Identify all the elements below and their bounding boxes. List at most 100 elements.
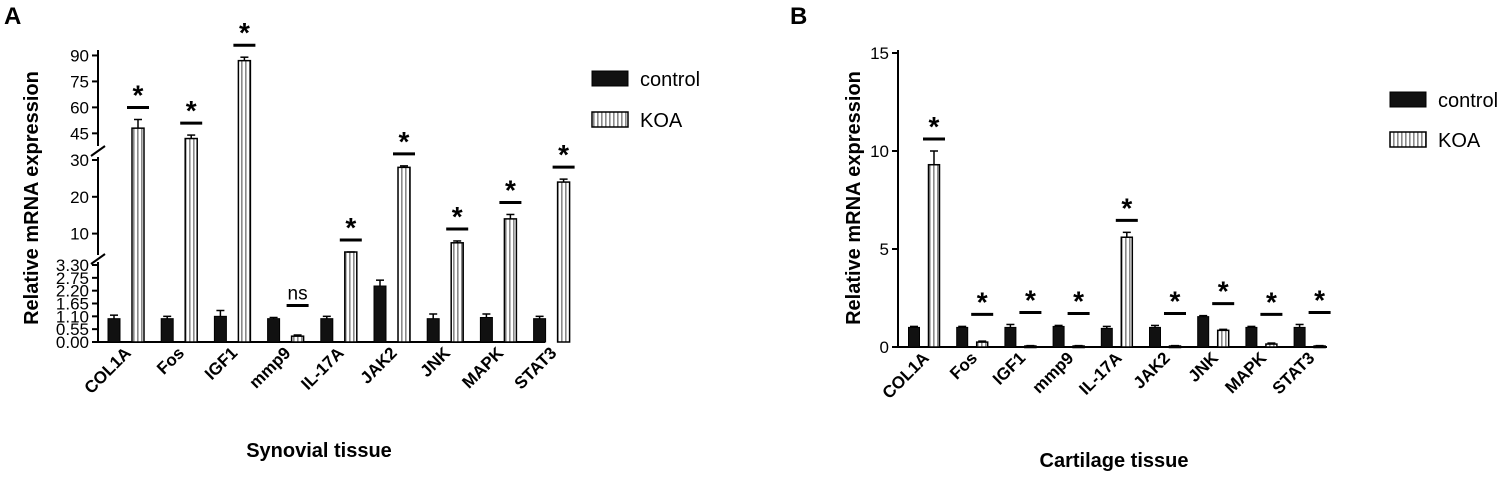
koa-bar [503, 218, 518, 343]
koa-bar [184, 137, 198, 343]
panel-b-legend-koa-label: KOA [1438, 130, 1481, 152]
x-category-label: Fos [946, 348, 981, 383]
panel-b-legend-control-swatch [1389, 91, 1427, 108]
koa-bar [975, 341, 989, 348]
y-axis-break-mark [90, 253, 106, 265]
control-bar [479, 317, 493, 343]
control-bar [426, 318, 440, 343]
x-category-label: JNK [417, 343, 455, 381]
significance-star: * [239, 17, 250, 48]
koa-bar [1216, 329, 1230, 348]
koa-bar [131, 127, 145, 343]
x-category-label: JNK [1185, 348, 1223, 386]
control-bar [373, 285, 387, 343]
panel-a: A Relative mRNA expression Synovial tiss… [4, 3, 700, 462]
x-category-label: JAK2 [357, 343, 401, 387]
control-bar [320, 318, 334, 343]
y-tick-label: 1.65 [56, 295, 89, 314]
significance-star: * [1266, 286, 1277, 317]
x-category-label: IL-17A [297, 343, 347, 393]
y-tick-label: 90 [70, 46, 89, 65]
significance-ns: ns [288, 284, 308, 305]
significance-star: * [186, 95, 197, 126]
y-tick-label: 2.20 [56, 282, 89, 301]
control-bar [160, 318, 174, 343]
control-bar [1052, 325, 1065, 348]
significance-star: * [505, 174, 516, 205]
panel-b-plot: 051015*COL1A*Fos*IGF1*mmp9*IL-17A*JAK2*J… [870, 44, 1331, 403]
y-tick-label: 2.75 [56, 269, 89, 288]
y-tick-label: 0.55 [56, 320, 89, 339]
y-tick-label: 10 [870, 142, 889, 161]
significance-star: * [1218, 276, 1229, 307]
koa-bar [397, 166, 411, 343]
significance-star: * [929, 111, 940, 142]
control-bar [107, 318, 121, 343]
panel-a-legend-control-swatch [591, 70, 629, 87]
y-tick-label: 30 [70, 151, 89, 170]
y-tick-label: 3.30 [56, 256, 89, 275]
panel-b-legend-koa-swatch [1389, 131, 1427, 148]
significance-star: * [345, 212, 356, 243]
panel-a-plot: 0.000.551.101.652.202.753.30 10 20 30 45 60 75… [56, 17, 575, 398]
koa-bar [1265, 343, 1278, 348]
control-bar [1149, 326, 1161, 348]
x-category-label: mmp9 [246, 343, 295, 392]
panel-a-legend-koa-swatch [591, 111, 629, 128]
control-bar [1293, 326, 1306, 348]
control-bar [908, 326, 920, 348]
koa-bar [556, 181, 571, 343]
y-tick-label: 10 [70, 225, 89, 244]
control-bar [1197, 316, 1210, 348]
significance-star: * [977, 286, 988, 317]
koa-bar [344, 251, 358, 343]
koa-bar [290, 335, 305, 343]
y-tick-label: 60 [70, 98, 89, 117]
panel-b-y-axis-title: Relative mRNA expression [843, 71, 865, 325]
significance-star: * [1025, 284, 1036, 315]
control-bar [1100, 327, 1113, 348]
control-bar [956, 326, 969, 348]
panel-b-x-axis-title: Cartilage tissue [1040, 450, 1189, 472]
y-tick-label: 15 [870, 44, 889, 63]
panel-a-legend-koa-label: KOA [640, 110, 683, 132]
significance-star: * [1170, 285, 1181, 316]
x-category-label: MAPK [1221, 348, 1270, 397]
y-tick-label: 5 [880, 240, 889, 259]
control-bar [533, 318, 547, 343]
panel-b-legend-control-label: control [1438, 90, 1498, 112]
x-category-label: JAK2 [1130, 348, 1174, 392]
panel-a-legend: control KOA [591, 69, 700, 132]
panel-b-legend: control KOA [1389, 90, 1498, 152]
x-category-label: IL-17A [1075, 348, 1125, 398]
panel-a-x-axis-title: Synovial tissue [246, 440, 392, 462]
significance-star: * [133, 80, 144, 111]
y-tick-label: 0.00 [56, 333, 89, 352]
panel-b-letter: B [790, 3, 807, 30]
y-tick-label: 45 [70, 124, 89, 143]
x-category-label: STAT3 [1269, 348, 1319, 398]
panel-a-y-axis-title: Relative mRNA expression [21, 71, 43, 325]
x-category-label: Fos [153, 343, 188, 378]
x-category-label: STAT3 [511, 343, 561, 393]
control-bar [1004, 326, 1017, 348]
y-tick-label: 20 [70, 188, 89, 207]
koa-bar [927, 163, 941, 348]
y-axis-break-mark [90, 145, 106, 157]
x-category-label: MAPK [458, 343, 507, 392]
koa-bar [450, 242, 464, 343]
panel-a-letter: A [4, 3, 21, 30]
significance-star: * [399, 126, 410, 157]
koa-bar [237, 59, 252, 343]
x-category-label: IGF1 [201, 343, 241, 383]
significance-star: * [1314, 284, 1325, 315]
significance-star: * [1121, 192, 1132, 223]
panel-b: B Relative mRNA expression Cartilage tis… [790, 3, 1498, 472]
y-tick-label: 1.10 [56, 307, 89, 326]
koa-bar [1120, 236, 1134, 348]
significance-star: * [1073, 285, 1084, 316]
control-bar [213, 315, 227, 343]
x-category-label: IGF1 [989, 348, 1029, 388]
panel-a-legend-control-label: control [640, 69, 700, 91]
